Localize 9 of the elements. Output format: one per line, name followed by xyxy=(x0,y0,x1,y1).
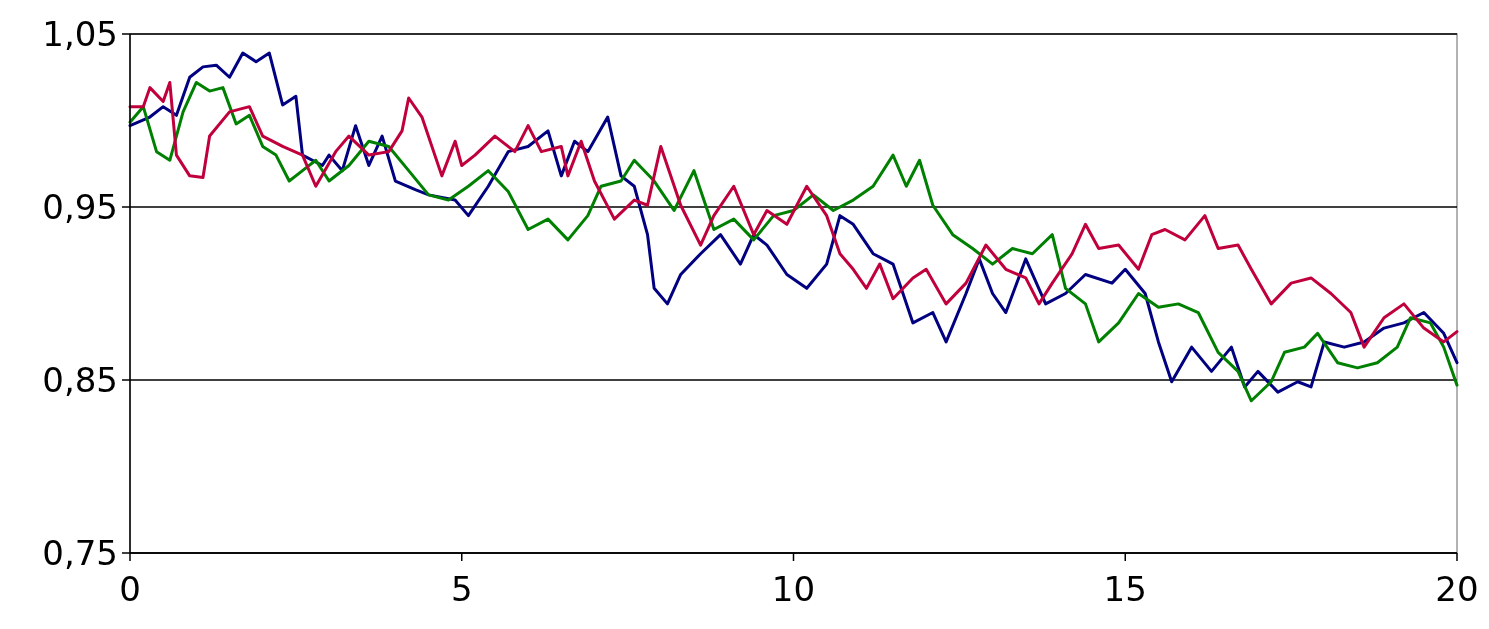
x-tick-label: 20 xyxy=(1435,569,1479,609)
x-tick-label: 10 xyxy=(771,569,816,609)
y-tick-label: 0,75 xyxy=(42,532,118,573)
x-tick-label: 0 xyxy=(119,569,141,609)
y-tick-label: 0,95 xyxy=(42,186,118,227)
x-tick-label: 15 xyxy=(1103,569,1147,609)
y-tick-label: 0,85 xyxy=(42,359,118,400)
x-tick-label: 5 xyxy=(450,569,473,609)
y-tick-label: 1,05 xyxy=(42,13,118,54)
